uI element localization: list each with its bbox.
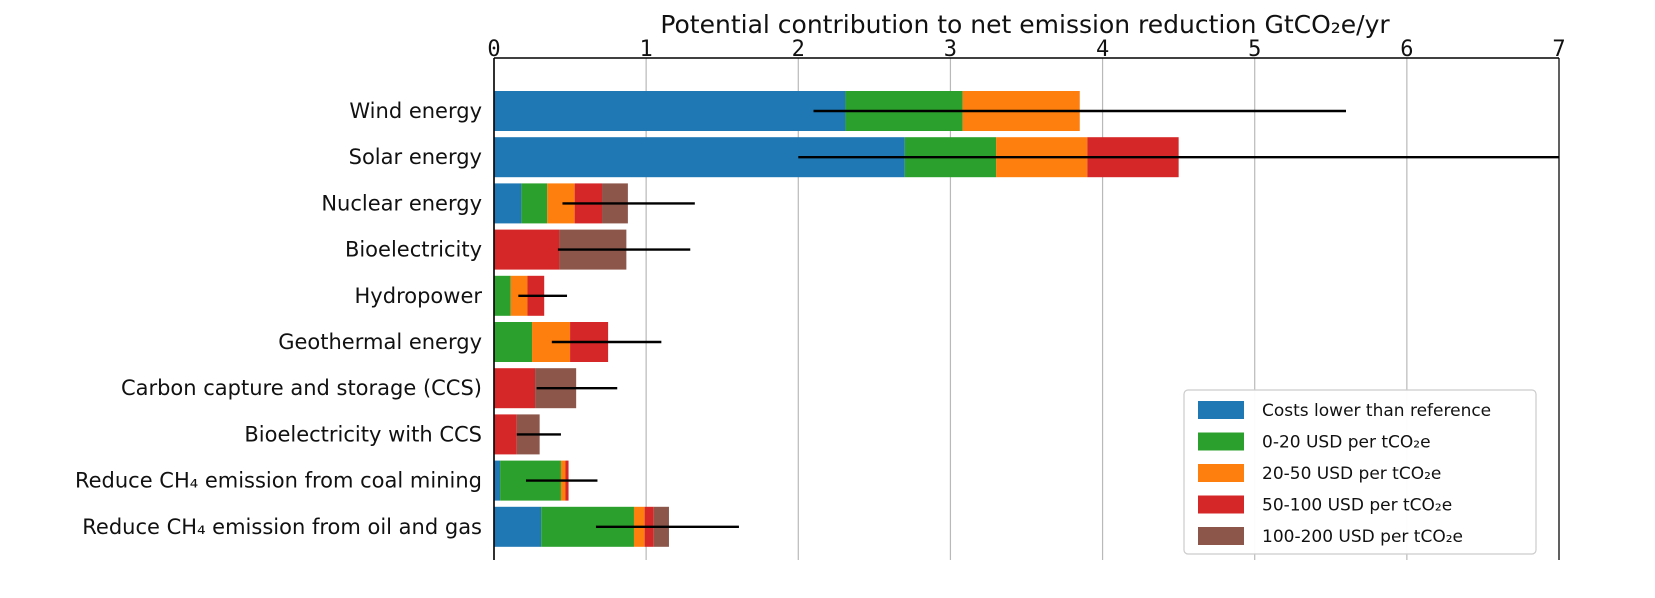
bar-segment (494, 368, 536, 409)
bar-segments (494, 91, 1179, 547)
bar-segment (494, 91, 846, 131)
x-tick-label: 0 (487, 37, 500, 62)
legend-swatch (1198, 432, 1244, 451)
legend-swatch (1198, 464, 1244, 482)
category-label: Solar energy (349, 145, 482, 169)
category-labels: Wind energy Solar energy Nuclear energy Bio… (75, 99, 482, 539)
category-label: Wind energy (349, 99, 482, 123)
legend-label: Costs lower than reference (1262, 401, 1491, 421)
bar-segment (494, 414, 517, 455)
legend-label: 100-200 USD per tCO₂e (1262, 527, 1463, 547)
x-tick-label: 1 (640, 37, 653, 62)
legend-label: 50-100 USD per tCO₂e (1262, 496, 1452, 516)
category-label: Carbon capture and storage (CCS) (121, 376, 482, 400)
bar-segment (521, 183, 548, 224)
legend-swatch (1198, 527, 1244, 545)
x-tick-label: 7 (1552, 37, 1565, 62)
x-tick-label: 3 (944, 37, 957, 62)
x-tick-label: 6 (1400, 37, 1413, 62)
category-label: Nuclear energy (321, 191, 482, 215)
category-label: Reduce CH₄ emission from oil and gas (82, 515, 482, 539)
legend-swatch (1198, 495, 1244, 514)
bar-segment (494, 506, 542, 547)
bar-segment (494, 275, 511, 316)
chart-title: Potential contribution to net emission r… (660, 10, 1390, 39)
error-bars (516, 109, 1559, 528)
category-label: Reduce CH₄ emission from coal mining (75, 469, 482, 493)
bar-segment (494, 460, 501, 501)
category-label: Bioelectricity with CCS (244, 422, 482, 446)
bar-segment (494, 322, 533, 362)
bar-segment (494, 229, 560, 270)
axes (493, 57, 1560, 560)
legend-label: 0-20 USD per tCO₂e (1262, 433, 1431, 453)
category-label: Geothermal energy (278, 330, 482, 354)
legend-box (1183, 389, 1537, 555)
x-tick-label: 5 (1248, 37, 1261, 62)
bar-segment (494, 183, 522, 224)
category-label: Hydropower (355, 284, 483, 308)
category-label: Bioelectricity (345, 238, 482, 262)
x-tick-label: 2 (792, 37, 805, 62)
legend: Costs lower than reference 0-20 USD per t… (1183, 389, 1537, 555)
x-tick-label: 4 (1096, 37, 1109, 62)
legend-swatch (1198, 401, 1244, 419)
legend-label: 20-50 USD per tCO₂e (1262, 464, 1441, 484)
x-tick-labels: 0 1 2 3 4 5 6 7 (487, 37, 1565, 62)
